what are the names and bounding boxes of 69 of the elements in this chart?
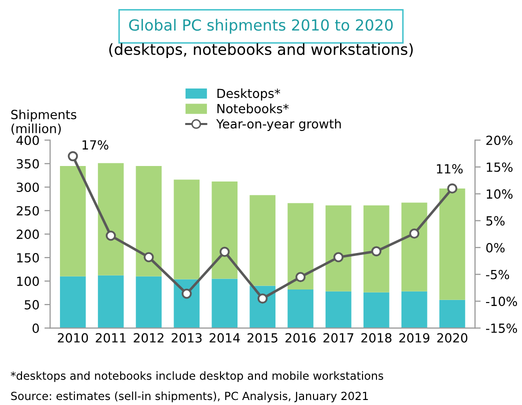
- point: [257, 293, 268, 304]
- y2-tick-label: 0%: [486, 242, 505, 252]
- y-tick-label: 300: [16, 182, 39, 192]
- bar: [98, 163, 124, 276]
- bar: [401, 291, 428, 328]
- bar: [60, 276, 86, 328]
- data-label: 17%: [82, 140, 108, 150]
- bar: [288, 290, 314, 328]
- point: [371, 246, 382, 256]
- y2-tick-label: -10%: [486, 296, 518, 306]
- y2-tick-label: 5%: [486, 216, 505, 226]
- point: [333, 252, 344, 262]
- bar: [363, 292, 390, 328]
- y2-tick-label: 15%: [486, 162, 513, 172]
- y-tick-label: 400: [16, 136, 39, 146]
- bar: [439, 300, 466, 328]
- bar: [98, 275, 124, 328]
- x-tick-label: 2018: [361, 333, 392, 343]
- bar: [401, 202, 428, 292]
- y-tick-label: 350: [16, 159, 39, 169]
- bar: [136, 276, 162, 328]
- bar: [60, 166, 86, 276]
- bar: [326, 205, 352, 292]
- y2-tick-label: 10%: [486, 189, 513, 199]
- chart-subtitle: (desktops, notebooks and workstations): [109, 43, 413, 58]
- y-axis-title: Shipments (million): [11, 110, 76, 135]
- y-tick-label: 200: [16, 230, 39, 240]
- y-tick-label: 0: [32, 324, 39, 333]
- y-tick-label: 50: [24, 300, 39, 310]
- x-tick-label: 2017: [323, 333, 354, 343]
- x-tick-label: 2014: [210, 333, 240, 343]
- text: *desktops and notebooks include desktop and mobile workstations: [10, 371, 384, 382]
- y2-tick-label: -15%: [486, 324, 518, 333]
- point: [144, 252, 154, 262]
- bar: [174, 180, 200, 280]
- point: [220, 246, 230, 257]
- point: [68, 151, 78, 162]
- point: [409, 228, 420, 239]
- x-tick-label: 2012: [134, 333, 164, 343]
- y2-tick-label: -5%: [486, 270, 510, 280]
- point: [447, 183, 458, 194]
- x-tick-label: 2010: [58, 333, 88, 343]
- x-tick-label: 2015: [248, 333, 278, 343]
- y-tick-label: 150: [17, 253, 39, 263]
- bar: [250, 195, 276, 286]
- bar: [363, 205, 390, 292]
- x-tick-label: 2016: [286, 333, 316, 343]
- x-tick-label: 2020: [437, 333, 468, 343]
- legend-label: Desktops*: [217, 88, 280, 101]
- x-tick-label: 2013: [172, 333, 202, 343]
- bar: [212, 278, 238, 328]
- chart-title: Global PC shipments 2010 to 2020: [129, 18, 393, 34]
- data-label: 11%: [436, 164, 463, 174]
- bar: [212, 181, 238, 279]
- legend-label: Year-on-year growth: [216, 118, 341, 131]
- y-tick-label: 100: [17, 276, 39, 286]
- y-tick-label: 250: [16, 206, 39, 216]
- x-tick-label: 2019: [399, 333, 430, 343]
- point: [106, 230, 116, 241]
- x-tick-label: 2011: [96, 333, 126, 343]
- y2-tick-label: 20%: [486, 136, 513, 146]
- bar: [439, 188, 466, 300]
- legend-label: Notebooks*: [217, 104, 289, 114]
- point: [182, 288, 192, 299]
- bar: [136, 166, 162, 276]
- point: [295, 272, 306, 282]
- bar: [326, 291, 352, 328]
- source-note: Source: estimates (sell-in shipments), PC Analysis, January 2021: [11, 392, 368, 402]
- bar: [288, 203, 314, 290]
